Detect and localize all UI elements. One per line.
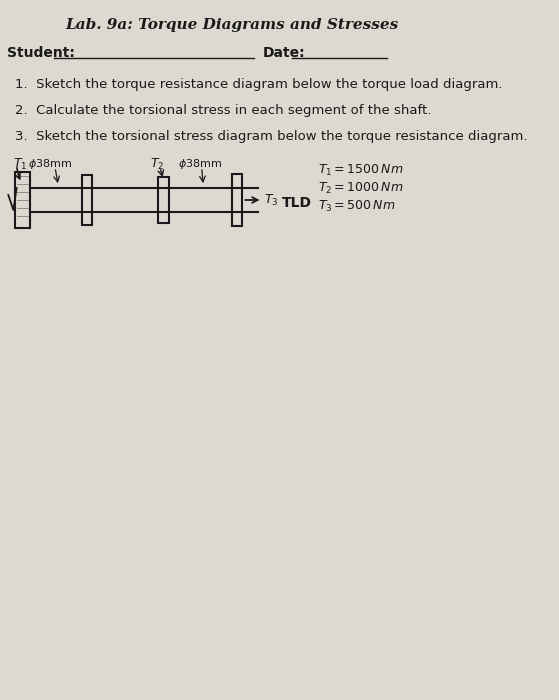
Bar: [158, 177, 169, 223]
Text: $T_2 = 1000\,Nm$: $T_2 = 1000\,Nm$: [318, 181, 404, 196]
Text: 2.  Calculate the torsional stress in each segment of the shaft.: 2. Calculate the torsional stress in eac…: [15, 104, 432, 117]
Text: TLD: TLD: [282, 196, 311, 210]
Text: 1.  Sketch the torque resistance diagram below the torque load diagram.: 1. Sketch the torque resistance diagram …: [15, 78, 503, 91]
Text: $T_1$: $T_1$: [13, 157, 28, 172]
Text: $\phi$38mm: $\phi$38mm: [178, 157, 222, 171]
Bar: [231, 174, 243, 226]
Bar: [15, 172, 30, 228]
Text: $T_3 = 500\,Nm$: $T_3 = 500\,Nm$: [318, 199, 396, 214]
Text: $T_1 = 1500\,Nm$: $T_1 = 1500\,Nm$: [318, 163, 404, 178]
Text: 3.  Sketch the torsional stress diagram below the torque resistance diagram.: 3. Sketch the torsional stress diagram b…: [15, 130, 528, 143]
Text: Date:: Date:: [263, 46, 305, 60]
Text: $T_2$: $T_2$: [149, 157, 164, 172]
Text: $\phi$38mm: $\phi$38mm: [28, 157, 72, 171]
Text: Student:: Student:: [7, 46, 74, 60]
Bar: [82, 175, 92, 225]
Text: Lab. 9a: Torque Diagrams and Stresses: Lab. 9a: Torque Diagrams and Stresses: [66, 18, 399, 32]
Text: $T_3$: $T_3$: [264, 193, 278, 208]
